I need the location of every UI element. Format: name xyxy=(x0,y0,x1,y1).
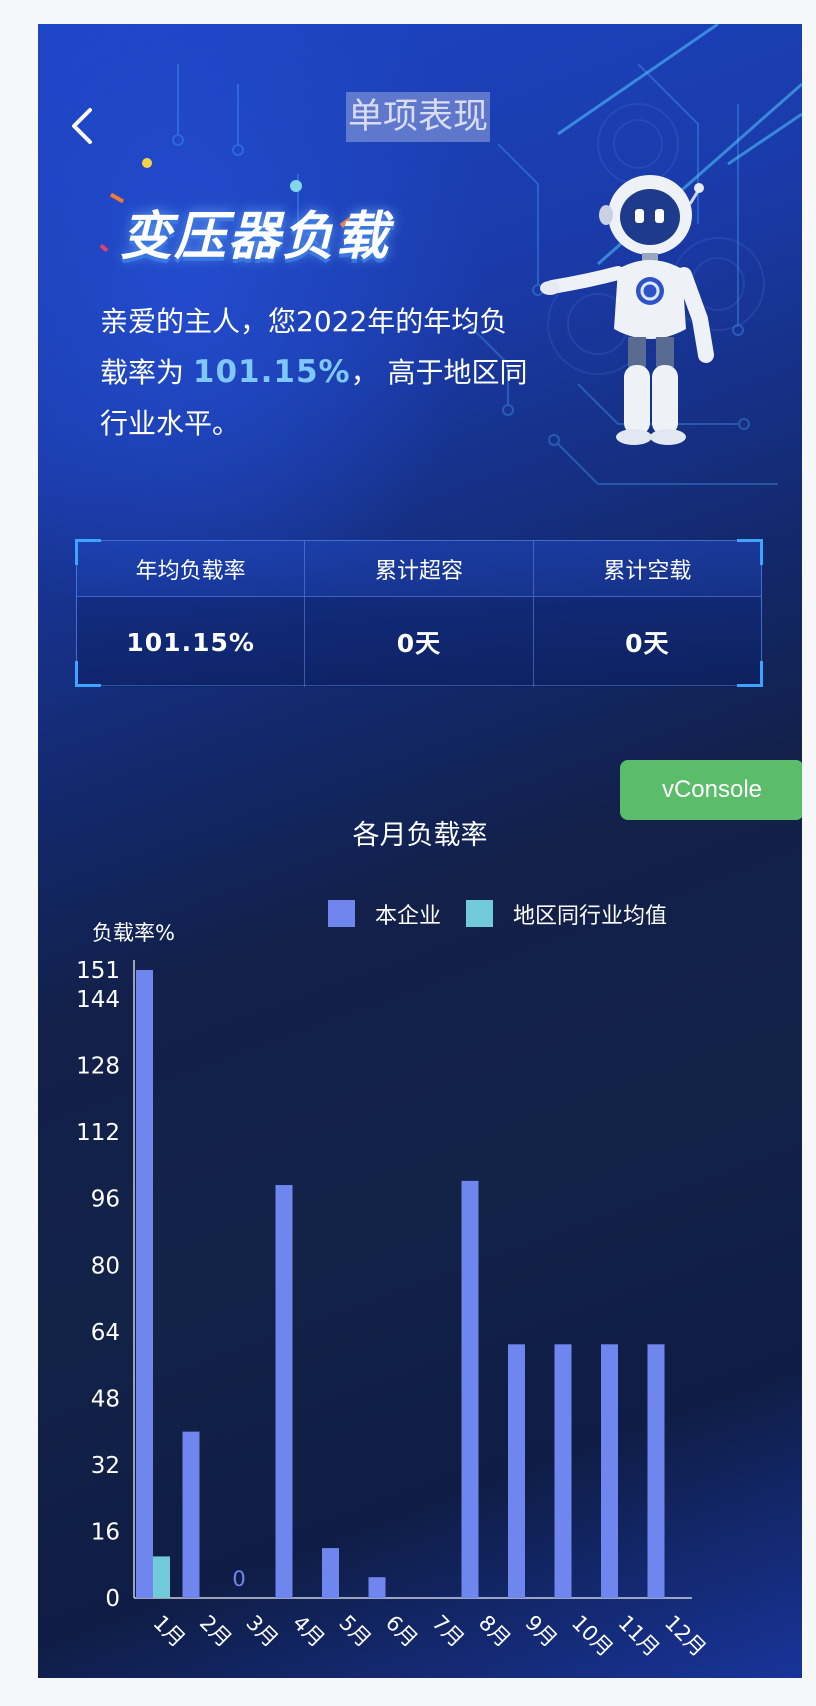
bar-1-2 xyxy=(182,1431,200,1598)
robot-illustration xyxy=(540,175,714,445)
frame-corner xyxy=(75,539,101,565)
y-tick-label: 64 xyxy=(91,1320,120,1346)
x-tick-label: 3月 xyxy=(241,1611,282,1652)
y-axis-label: 负载率% xyxy=(92,921,175,945)
x-tick-label: 5月 xyxy=(334,1611,375,1652)
x-tick-label: 9月 xyxy=(520,1611,561,1652)
x-tick-label: 7月 xyxy=(427,1611,468,1652)
bar-1-6 xyxy=(368,1577,386,1598)
hero-title: 变压器负载 xyxy=(120,207,391,267)
load-rate-highlight: 101.15% xyxy=(192,354,351,390)
bar-1-9 xyxy=(508,1344,525,1598)
vconsole-button[interactable]: vConsole xyxy=(620,760,802,820)
x-tick-label: 2月 xyxy=(195,1611,236,1652)
stats-table: 年均负载率 累计超容 累计空载 101.15% 0天 0天 xyxy=(75,539,763,687)
y-tick-label: 48 xyxy=(91,1386,120,1412)
x-tick-label: 10月 xyxy=(567,1611,618,1662)
stats-value-row: 101.15% 0天 0天 xyxy=(77,597,761,687)
hero-text-before: 亲爱的主人，您2022年的年均负载率为 xyxy=(100,305,508,389)
y-tick-label: 144 xyxy=(76,987,120,1013)
y-tick-label: 16 xyxy=(91,1519,120,1545)
y-tick-label: 96 xyxy=(91,1187,120,1213)
hero-text-after: ， 高于地区同行业水平。 xyxy=(100,356,528,440)
bar-1-1 xyxy=(136,970,153,1598)
x-tick-label: 6月 xyxy=(381,1611,422,1652)
hero-description: 亲爱的主人，您2022年的年均负载率为 101.15%， 高于地区同行业水平。 xyxy=(100,296,530,449)
back-button[interactable] xyxy=(62,98,102,154)
page-title: 单项表现 xyxy=(346,92,491,142)
legend-label-series-1: 本企业 xyxy=(375,904,441,929)
bar-data-label: 0 xyxy=(232,1567,245,1591)
y-tick-label: 128 xyxy=(76,1054,120,1080)
bar-1-10 xyxy=(554,1344,572,1598)
confetti-decoration xyxy=(290,180,302,192)
bar-1-5 xyxy=(322,1548,339,1598)
confetti-decoration xyxy=(99,243,109,253)
y-tick-label: 80 xyxy=(91,1253,120,1279)
stats-value-cell: 101.15% xyxy=(77,597,306,687)
bar-1-12 xyxy=(647,1344,665,1598)
stats-header-cell: 年均负载率 xyxy=(77,541,306,596)
chart-title: 各月负载率 xyxy=(353,820,488,851)
legend-swatch-series-1 xyxy=(328,900,355,927)
frame-corner xyxy=(737,539,763,565)
stats-value-cell: 0天 xyxy=(625,629,670,658)
frame-corner xyxy=(737,661,763,687)
x-tick-label: 11月 xyxy=(613,1611,664,1662)
stats-value-cell: 0天 xyxy=(305,597,534,687)
monthly-load-chart: 各月负载率 本企业 地区同行业均值 负载率% 0 16 32 48 64 80 96 112 1… xyxy=(76,820,711,1662)
bar-1-4 xyxy=(275,1185,293,1598)
legend-swatch-series-2 xyxy=(466,900,493,927)
x-tick-label: 4月 xyxy=(288,1611,329,1652)
app-screen: 单项表现 变压器负载 亲爱的主人，您2022年的年均负载率为 101.15%， … xyxy=(38,24,802,1678)
y-tick-label: 0 xyxy=(105,1586,120,1612)
legend-label-series-2: 地区同行业均值 xyxy=(513,904,667,929)
x-tick-label: 8月 xyxy=(474,1611,515,1652)
y-tick-label: 151 xyxy=(76,958,120,984)
confetti-decoration xyxy=(142,158,152,168)
bar-1-8 xyxy=(461,1180,479,1598)
bar-2-1 xyxy=(153,1556,170,1598)
x-tick-label: 12月 xyxy=(660,1611,711,1662)
stats-header-row: 年均负载率 累计超容 累计空载 xyxy=(77,541,761,597)
x-tick-label: 1月 xyxy=(148,1611,189,1652)
y-tick-label: 32 xyxy=(91,1453,120,1479)
stats-header-cell: 累计超容 xyxy=(305,541,534,596)
bar-1-11 xyxy=(601,1344,618,1598)
frame-corner xyxy=(75,661,101,687)
chevron-left-icon xyxy=(72,108,92,144)
stats-header-cell: 累计空载 xyxy=(603,558,692,584)
y-tick-label: 112 xyxy=(76,1120,120,1146)
